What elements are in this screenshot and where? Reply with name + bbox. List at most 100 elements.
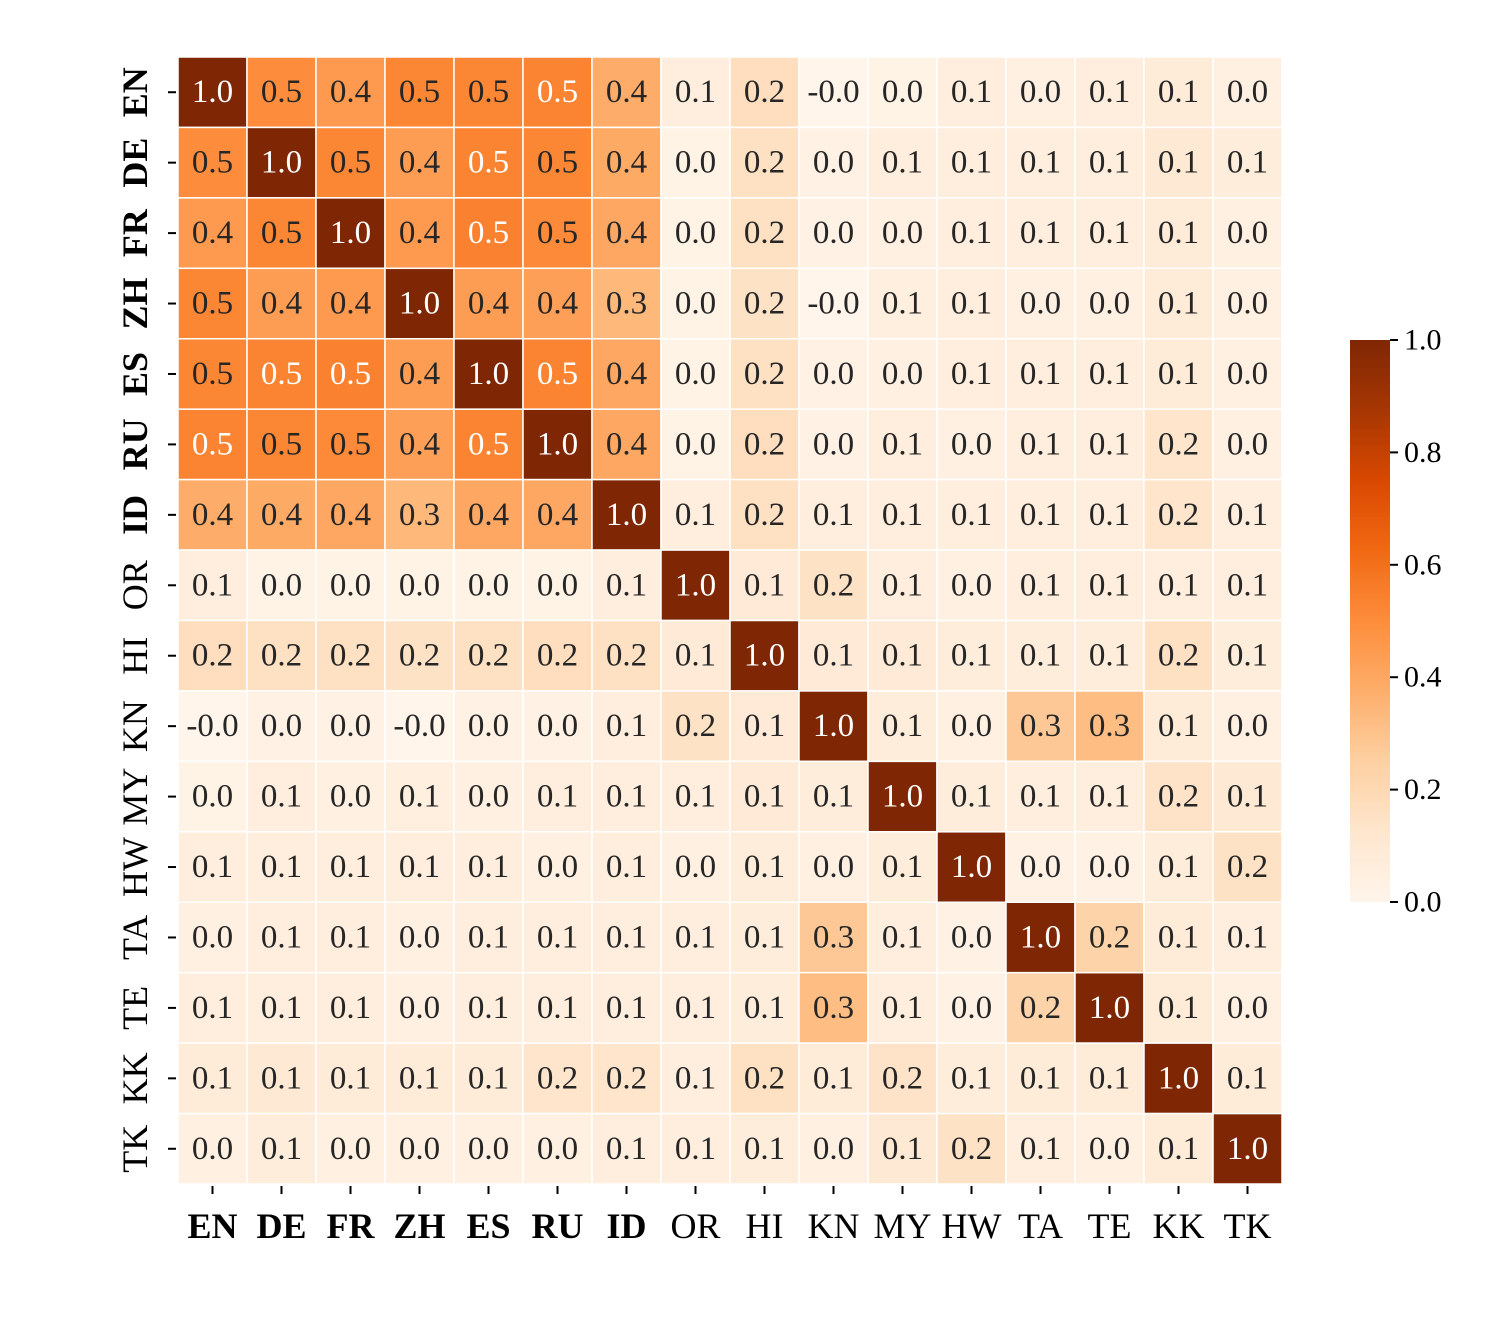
x-tick-label: ES <box>466 1206 510 1246</box>
cell-value-label: 0.0 <box>951 567 992 603</box>
cell-value-label: 0.1 <box>1227 497 1268 533</box>
heatmap-cell <box>177 126 248 199</box>
cell-value-label: 0.0 <box>951 919 992 955</box>
cell-value-label: 0.1 <box>1020 497 1061 533</box>
heatmap-cell <box>591 478 662 551</box>
heatmap-cell <box>246 408 317 481</box>
cell-value-label: 0.1 <box>537 919 578 955</box>
cell-value-label: 0.2 <box>1020 990 1061 1026</box>
heatmap-cell <box>1005 971 1076 1044</box>
x-tick-label: FR <box>327 1206 376 1246</box>
heatmap-cell <box>453 197 524 270</box>
heatmap-cell <box>1005 760 1076 833</box>
cell-value-label: 0.1 <box>1227 638 1268 674</box>
cell-value-label: 1.0 <box>1158 1060 1199 1096</box>
cell-value-label: 0.5 <box>261 426 302 462</box>
heatmap-cell <box>246 267 317 340</box>
heatmap-cell <box>315 690 386 763</box>
heatmap-cell <box>522 1042 593 1115</box>
cell-value-label: 0.1 <box>468 1060 509 1096</box>
cell-value-label: 0.0 <box>813 426 854 462</box>
heatmap-cell <box>867 549 938 622</box>
heatmap-cell <box>936 1042 1007 1115</box>
heatmap-cell <box>660 197 731 270</box>
heatmap-cell <box>315 338 386 410</box>
cell-value-label: 0.4 <box>330 497 371 533</box>
heatmap-cell <box>384 619 455 692</box>
heatmap-cell <box>936 478 1007 551</box>
heatmap-cell <box>1005 338 1076 410</box>
heatmap-cell <box>1212 197 1283 270</box>
heatmap-cell <box>660 267 731 340</box>
cell-value-label: 1.0 <box>882 779 923 815</box>
cell-value-label: 0.1 <box>1089 1060 1130 1096</box>
cell-value-label: 0.0 <box>330 708 371 744</box>
heatmap-cell <box>177 267 248 340</box>
heatmap-cell <box>1212 267 1283 340</box>
cell-value-label: 0.0 <box>675 849 716 885</box>
cell-value-label: 0.0 <box>1227 990 1268 1026</box>
cell-value-label: 0.4 <box>261 497 302 533</box>
cell-value-label: 0.1 <box>399 1060 440 1096</box>
colorbar-tick-label: 1.0 <box>1404 324 1442 357</box>
heatmap-cell <box>660 760 731 833</box>
cell-value-label: 0.2 <box>606 638 647 674</box>
heatmap-cell <box>177 619 248 692</box>
cell-value-label: 0.1 <box>1158 356 1199 392</box>
heatmap-cell <box>315 901 386 974</box>
heatmap-cell <box>591 197 662 270</box>
heatmap-cell <box>591 619 662 692</box>
cell-value-label: 0.5 <box>468 426 509 462</box>
cell-value-label: -0.0 <box>807 286 859 322</box>
cell-value-label: 0.2 <box>537 638 578 674</box>
cell-value-label: 0.4 <box>399 145 440 181</box>
cell-value-label: 0.1 <box>744 567 785 603</box>
cell-value-label: 0.4 <box>537 286 578 322</box>
cell-value-label: 0.1 <box>1227 919 1268 955</box>
y-tick-label: TK <box>115 1125 155 1173</box>
cell-value-label: 0.0 <box>1020 286 1061 322</box>
heatmap-cell <box>453 267 524 340</box>
y-tick-label: KN <box>115 700 155 752</box>
x-tick-label: ID <box>606 1206 646 1246</box>
heatmap-cell <box>798 1042 869 1115</box>
cell-value-label: 0.2 <box>261 638 302 674</box>
cell-value-label: 0.1 <box>330 919 371 955</box>
heatmap-cell <box>660 971 731 1044</box>
cell-value-label: 0.1 <box>1089 638 1130 674</box>
cell-value-label: 0.1 <box>1020 638 1061 674</box>
heatmap-cell <box>315 549 386 622</box>
heatmap-cell <box>246 1112 317 1185</box>
cell-value-label: 0.1 <box>1020 145 1061 181</box>
cell-value-label: 0.1 <box>951 1060 992 1096</box>
heatmap-cell <box>384 126 455 199</box>
cell-value-label: 0.1 <box>951 286 992 322</box>
cell-value-label: 0.1 <box>951 638 992 674</box>
x-tick-label: HI <box>746 1206 784 1246</box>
cell-value-label: 0.5 <box>261 74 302 110</box>
heatmap-cell <box>729 971 800 1044</box>
heatmap-cell <box>522 478 593 551</box>
cell-value-label: 0.2 <box>813 567 854 603</box>
cell-value-label: 0.1 <box>1227 1060 1268 1096</box>
cell-value-label: 1.0 <box>744 638 785 674</box>
y-tick-label: FR <box>115 208 155 257</box>
cell-value-label: 0.1 <box>1158 990 1199 1026</box>
cell-value-label: 0.5 <box>192 145 233 181</box>
cell-value-label: 0.5 <box>468 145 509 181</box>
heatmap-cell <box>246 126 317 199</box>
cell-value-label: 1.0 <box>468 356 509 392</box>
cell-value-label: 0.2 <box>951 1131 992 1167</box>
heatmap-cells <box>177 56 1283 1185</box>
cell-value-label: 0.0 <box>1227 215 1268 251</box>
heatmap-cell <box>660 690 731 763</box>
y-tick-label: RU <box>115 418 155 470</box>
cell-value-label: 0.2 <box>744 497 785 533</box>
colorbar-ticks: 0.0 0.2 0.4 0.6 0.8 1.0 <box>1390 324 1442 919</box>
heatmap-cell <box>1074 619 1145 692</box>
cell-value-label: 1.0 <box>330 215 371 251</box>
cell-value-label: 0.1 <box>813 497 854 533</box>
cell-value-label: 0.1 <box>1227 779 1268 815</box>
cell-value-label: 0.2 <box>330 638 371 674</box>
y-tick-label: ZH <box>115 278 155 330</box>
